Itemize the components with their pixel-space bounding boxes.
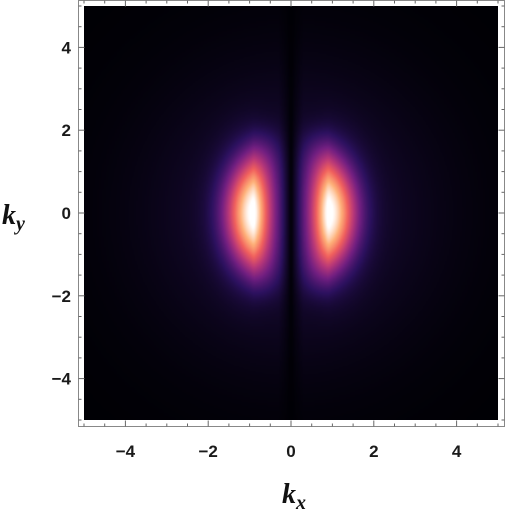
x-tick-labels: −4 −2 0 2 4: [116, 442, 462, 461]
y-axis-label-sub: y: [14, 213, 25, 235]
y-tick-label: 4: [62, 38, 72, 57]
plot-area: [84, 6, 498, 420]
heatmap-image: [84, 6, 498, 420]
x-tick-label: 0: [286, 442, 295, 461]
x-tick-label: −2: [199, 442, 218, 461]
y-tick-label: −4: [52, 370, 72, 389]
x-axis-label: kx: [282, 479, 306, 514]
x-tick-label: −4: [116, 442, 136, 461]
y-tick-label: 2: [62, 121, 71, 140]
x-tick-label: 4: [452, 442, 462, 461]
y-tick-label: −2: [52, 287, 71, 306]
y-axis-label-main: k: [2, 200, 16, 231]
x-axis-label-sub: x: [295, 492, 306, 514]
tick-marks: [78, 0, 505, 427]
x-axis-label-main: k: [282, 479, 296, 510]
y-tick-label: 0: [62, 204, 71, 223]
y-tick-labels: −4 −2 0 2 4: [52, 38, 72, 388]
y-axis-label: ky: [2, 200, 25, 235]
x-tick-label: 2: [369, 442, 378, 461]
